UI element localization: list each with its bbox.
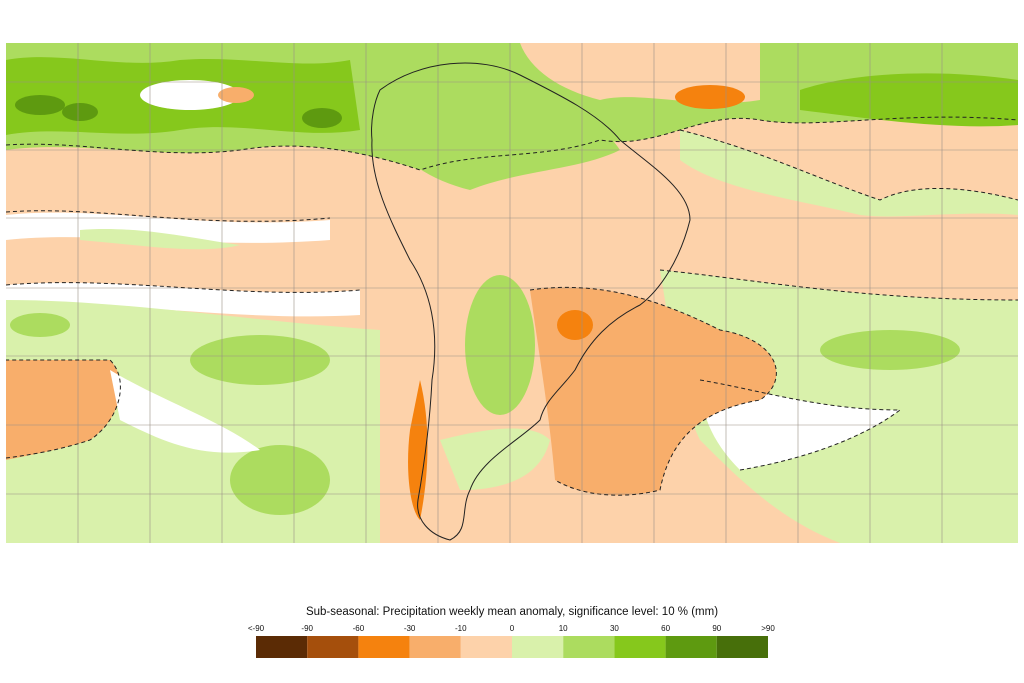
legend-swatch xyxy=(512,636,564,658)
legend-swatch xyxy=(563,636,615,658)
legend-label: 30 xyxy=(610,624,619,633)
significance-contour xyxy=(6,116,1018,496)
precip-area xyxy=(140,80,240,110)
legend-swatch xyxy=(409,636,461,658)
legend-swatch xyxy=(716,636,768,658)
precip-area xyxy=(6,282,360,317)
precip-area xyxy=(302,108,342,128)
precip-area xyxy=(408,380,428,520)
legend-swatch xyxy=(358,636,410,658)
legend-label: 10 xyxy=(559,624,568,633)
legend-label: 90 xyxy=(712,624,721,633)
precip-area xyxy=(380,69,620,190)
legend-label: >90 xyxy=(761,624,775,633)
legend-swatch xyxy=(614,636,666,658)
legend-title: Sub-seasonal: Precipitation weekly mean … xyxy=(306,606,718,618)
legend-label: -10 xyxy=(455,624,467,633)
graticule xyxy=(6,43,1018,543)
precip-area xyxy=(80,228,240,250)
precip-area xyxy=(6,360,121,460)
precip-area xyxy=(62,103,98,121)
precip-area xyxy=(230,445,330,515)
precip-area xyxy=(380,520,500,543)
coastline xyxy=(371,62,691,541)
legend-label: 60 xyxy=(661,624,670,633)
precip-area xyxy=(15,95,65,115)
precip-area xyxy=(10,313,70,337)
precip-area xyxy=(675,85,745,109)
legend-label: -90 xyxy=(301,624,313,633)
legend-swatch xyxy=(307,636,359,658)
legend-label: -30 xyxy=(404,624,416,633)
precip-area xyxy=(557,310,593,340)
precip-area xyxy=(800,73,1018,127)
precip-area xyxy=(465,275,535,415)
precip-area xyxy=(110,370,260,453)
legend-swatch xyxy=(665,636,717,658)
precip-area xyxy=(190,335,330,385)
legend-label: <-90 xyxy=(248,624,265,633)
map xyxy=(6,43,1018,543)
precip-area xyxy=(440,428,550,490)
legend-swatch xyxy=(460,636,512,658)
precip-area xyxy=(218,87,254,103)
legend-label: -60 xyxy=(353,624,365,633)
precip-area xyxy=(530,287,777,496)
legend-swatch xyxy=(256,636,308,658)
precip-area xyxy=(820,330,960,370)
legend-label: 0 xyxy=(510,624,515,633)
precip-area xyxy=(680,130,1018,217)
legend: <-90 -90 -60 -30 -10 0 10 30 60 90 >90 xyxy=(248,624,775,658)
